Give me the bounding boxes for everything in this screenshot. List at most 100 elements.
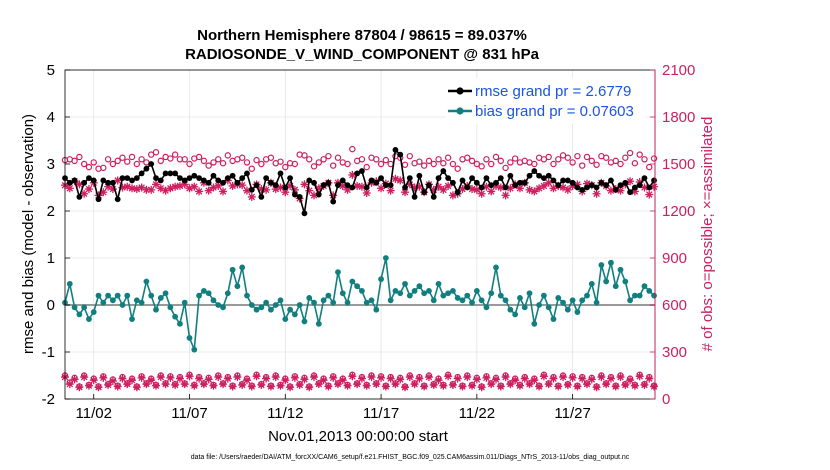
obs-possible-point: [119, 154, 126, 161]
bias-point: [454, 295, 461, 301]
obs-assimilated-point: [281, 376, 290, 385]
obs-possible-point: [488, 160, 495, 168]
y-right-tick-label: 1800: [662, 109, 695, 126]
rmse-point: [392, 147, 399, 153]
bias-point: [90, 309, 97, 315]
bias-point: [205, 290, 212, 297]
obs-assimilated-point: [611, 382, 620, 391]
rmse-point: [109, 179, 116, 186]
rmse-point: [402, 184, 408, 191]
rmse-point: [315, 191, 322, 198]
obs-possible-point: [492, 153, 500, 161]
obs-assimilated-point: [348, 372, 357, 381]
obs-assimilated-point: [472, 375, 481, 384]
rmse-point: [133, 175, 140, 182]
obs-assimilated-point: [640, 380, 649, 389]
rmse-point: [220, 179, 226, 186]
obs-possible-point: [377, 160, 385, 168]
bias-point: [540, 292, 547, 299]
rmse-point: [531, 168, 538, 174]
bias-point: [363, 299, 370, 306]
obs-possible-point: [579, 162, 586, 169]
rmse-point: [282, 184, 289, 191]
bias-point: [531, 320, 538, 327]
obs-assimilated-point: [650, 382, 659, 391]
obs-possible-point: [483, 156, 490, 163]
y-tick-label: 2: [47, 203, 55, 220]
obs-possible-point: [243, 159, 251, 166]
obs-possible-point: [497, 157, 504, 165]
obs-possible-point: [650, 155, 658, 162]
obs-assimilated-point: [554, 382, 563, 391]
obs-possible-point: [602, 154, 610, 161]
obs-assimilated-point: [367, 373, 376, 382]
obs-assimilated-point: [539, 372, 548, 381]
bias-point: [440, 292, 447, 299]
bias-point: [320, 297, 327, 304]
bias-point: [253, 306, 260, 313]
rmse-point: [268, 179, 274, 186]
bias-point: [359, 288, 365, 294]
rmse-point: [210, 172, 217, 179]
bias-line: [64, 257, 655, 350]
bias-point: [105, 292, 112, 299]
obs-assimilated-point: [439, 381, 448, 390]
rmse-point: [277, 170, 284, 177]
obs-possible-point: [76, 153, 83, 161]
rmse-point: [406, 175, 413, 182]
bias-point: [301, 318, 308, 325]
bias-point: [330, 299, 337, 306]
rmse-point: [627, 189, 633, 196]
rmse-point: [622, 179, 629, 186]
rmse-point: [473, 179, 480, 186]
bias-point: [239, 264, 246, 271]
ticks: -2 -1 0 1 2 3 4 5 0 300 600 900 1200 1500 1800 2100 11/0…: [42, 62, 696, 422]
obs-assimilated-point: [487, 380, 496, 389]
x-tick-label: 11/07: [171, 405, 207, 422]
rmse-point: [100, 177, 107, 184]
obs-possible-point: [219, 160, 227, 167]
obs-assimilated-point: [156, 373, 165, 382]
rmse-point: [550, 177, 557, 184]
obs-assimilated-point: [391, 380, 400, 389]
rmse-point: [138, 170, 145, 177]
bias-point: [234, 283, 241, 290]
rmse-point: [593, 184, 600, 191]
bias-point: [339, 290, 346, 297]
bias-point: [325, 292, 332, 299]
rmse-point: [186, 175, 193, 182]
obs-assimilated-point: [295, 380, 304, 389]
bias-point: [406, 292, 413, 299]
obs-possible-point: [301, 152, 308, 159]
bias-point: [311, 299, 317, 306]
rmse-point: [603, 182, 610, 189]
bias-point: [464, 292, 471, 299]
obs-assimilated-point: [319, 376, 328, 385]
rmse-point: [641, 175, 648, 182]
bias-point: [473, 288, 480, 294]
obs-assimilated-point: [180, 380, 189, 389]
rmse-point: [153, 175, 159, 182]
obs-assimilated-point: [65, 184, 74, 193]
rmse-point: [129, 177, 135, 184]
rmse-point: [584, 184, 590, 191]
obs-assimilated-point: [353, 380, 362, 389]
bias-point: [95, 292, 102, 299]
obs-assimilated-point: [199, 380, 208, 389]
y-right-tick-label: 900: [662, 250, 687, 267]
obs-possible-point: [258, 160, 265, 168]
bias-point: [296, 302, 303, 308]
bias-point: [210, 297, 217, 304]
rmse-point: [411, 194, 418, 200]
bias-point: [603, 278, 610, 285]
obs-possible-point: [186, 160, 193, 168]
bias-point: [507, 306, 514, 313]
rmse-point: [478, 184, 485, 191]
obs-assimilated-point: [549, 374, 558, 383]
bias-point: [612, 283, 619, 290]
obs-assimilated-point: [343, 381, 352, 390]
bias-point: [397, 290, 404, 297]
legend-rmse-label: rmse grand pr = 2.6779: [475, 83, 631, 100]
obs-assimilated-point: [434, 376, 443, 385]
bias-point: [172, 313, 179, 320]
